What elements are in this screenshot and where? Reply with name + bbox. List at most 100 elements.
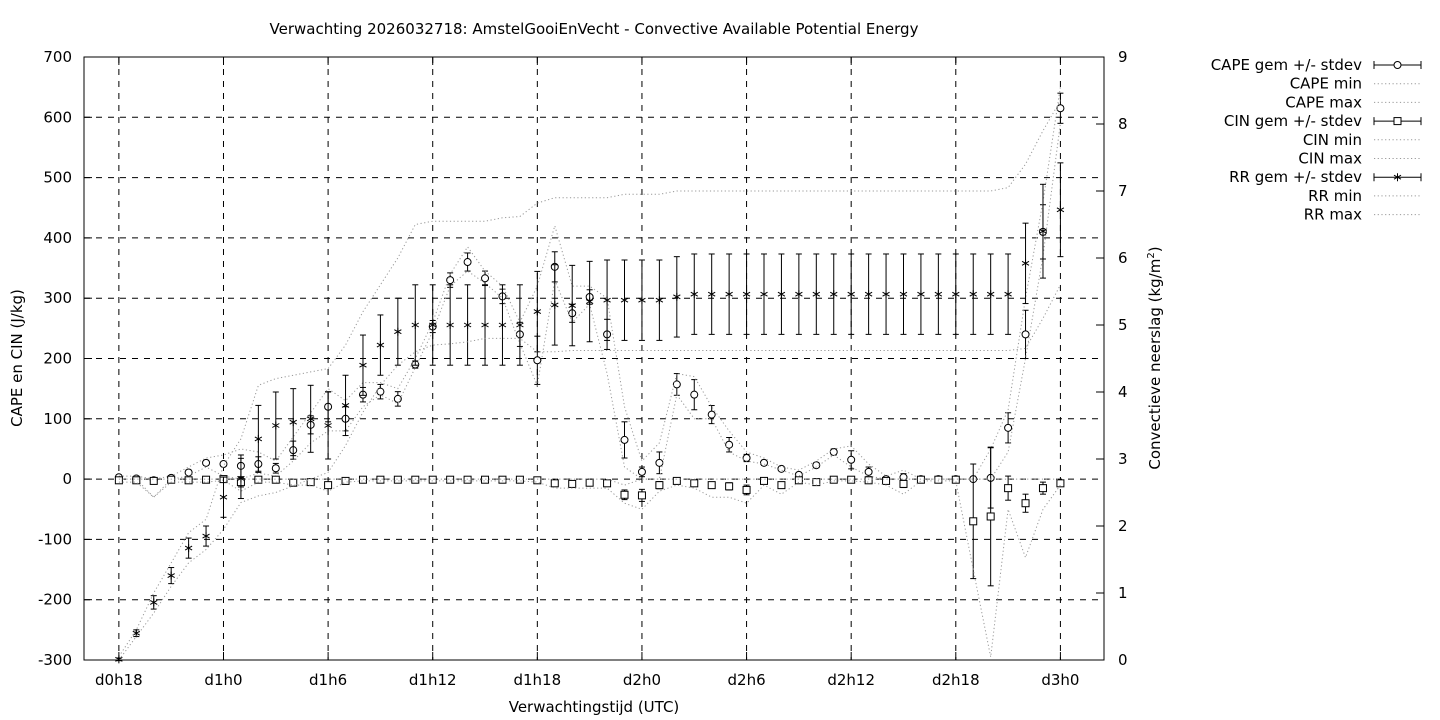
rr-gem-stdev-point: [969, 253, 977, 335]
cin-gem-stdev-point: [742, 484, 751, 496]
star-stroke: [306, 416, 315, 422]
cape-gem-stdev-marker: [202, 458, 211, 467]
y2-tick-label: 3: [1118, 450, 1128, 468]
legend-label: CAPE max: [1285, 93, 1362, 111]
rr-gem-stdev-point: [638, 259, 646, 341]
rr-gem-stdev-marker: [829, 290, 838, 299]
cape-gem-stdev-point: [1021, 309, 1030, 359]
cin-gem-stdev-point: [829, 475, 838, 484]
cin-gem-stdev-marker: [533, 476, 542, 485]
rr-gem-stdev-point: [934, 253, 943, 335]
star-stroke: [673, 294, 681, 300]
cin-gem-stdev-marker: [428, 475, 437, 484]
cin-gem-stdev-point: [254, 475, 263, 484]
rr-gem-stdev-marker: [551, 300, 559, 309]
y-tick-label: -100: [38, 530, 72, 548]
cape-gem-stdev-point: [481, 270, 490, 287]
rr-gem-stdev-marker: [237, 474, 245, 483]
cape-gem-stdev-point: [202, 458, 211, 467]
legend-item-cape-gem-stdev: CAPE gem +/- stdev: [1211, 56, 1422, 74]
cape-gem-stdev-point: [725, 436, 734, 453]
rr-gem-stdev-marker: [707, 290, 716, 299]
star-stroke: [707, 291, 716, 297]
cape-gem-stdev-marker: [725, 440, 734, 449]
legend-label: RR gem +/- stdev: [1229, 168, 1362, 186]
legend-label: CIN min: [1303, 131, 1362, 149]
rr-gem-stdev-point: [1039, 183, 1047, 279]
rr-gem-stdev-point: [272, 391, 280, 460]
legend-label: RR max: [1304, 206, 1362, 224]
y2-tick-label: 4: [1118, 383, 1128, 401]
rr-gem-stdev-marker: [411, 321, 420, 329]
rr-gem-stdev-point: [254, 404, 263, 473]
cape-gem-stdev-point: [672, 373, 681, 396]
rr-gem-stdev-point: [551, 264, 559, 346]
rr-gem-stdev-point: [324, 391, 332, 460]
legend-item-rr-gem-stdev: RR gem +/- stdev: [1229, 168, 1422, 186]
cin-gem-stdev-marker: [812, 478, 821, 487]
rr-gem-stdev-point: [917, 253, 925, 335]
cin-gem-stdev-point: [515, 475, 524, 484]
cin-gem-stdev-marker: [149, 476, 158, 485]
rr-gem-stdev-marker: [673, 292, 681, 301]
rr-gem-stdev-marker: [952, 290, 960, 299]
cin-gem-stdev-point: [725, 482, 734, 491]
cape-gem-stdev-marker: [672, 380, 681, 389]
y2-axis-label-sup: 2: [1146, 252, 1157, 258]
cin-gem-stdev-marker: [864, 476, 873, 485]
cin-gem-stdev-point: [812, 478, 821, 487]
rr-gem-stdev-marker: [1056, 205, 1065, 214]
cape-gem-stdev-marker: [1004, 423, 1013, 432]
cape-gem-stdev-point: [1056, 92, 1065, 124]
rr-gem-stdev-point: [1021, 222, 1030, 305]
cin-gem-stdev-marker: [254, 475, 263, 484]
cape-gem-stdev-marker: [864, 467, 873, 476]
rr-gem-stdev-marker: [899, 290, 908, 299]
cin-gem-stdev-point: [568, 479, 577, 488]
cape-gem-stdev-point: [393, 391, 402, 407]
cin-gem-stdev-marker: [376, 475, 385, 484]
cin-gem-stdev-point: [481, 475, 490, 484]
cape-gem-stdev-marker: [899, 473, 908, 482]
cape-gem-stdev-point: [620, 421, 629, 459]
cape-gem-stdev-marker: [655, 458, 664, 467]
legend-label: CAPE min: [1290, 75, 1362, 93]
rr-gem-stdev-point: [516, 284, 524, 366]
y2-tick-label: 0: [1118, 651, 1128, 669]
star-stroke: [411, 322, 420, 328]
star-stroke: [1021, 260, 1030, 266]
cin-gem-stdev-point: [376, 475, 385, 484]
rr-gem-stdev-point: [237, 457, 245, 500]
rr-gem-stdev-marker: [184, 544, 193, 553]
rr-gem-stdev-marker: [812, 290, 821, 299]
rr-gem-stdev-point: [359, 334, 367, 396]
rr-gem-stdev-point: [620, 259, 629, 341]
star-stroke: [272, 423, 280, 428]
cin-gem-stdev-marker: [620, 490, 629, 499]
star-stroke: [551, 302, 559, 308]
cin-gem-stdev-point: [1021, 493, 1030, 513]
cin-gem-stdev-marker: [637, 491, 646, 500]
legend-label: CIN gem +/- stdev: [1224, 112, 1362, 130]
axes: d0h18 d1h0 d1h6 d1h12 d1h18 d2h0 d2h6 d2h12 d2h1…: [38, 48, 1128, 689]
cin-gem-stdev-point: [847, 475, 856, 484]
star-stroke: [446, 322, 454, 328]
y2-axis-label: Convectieve neerslag (kg/m2): [1146, 246, 1164, 469]
cin-gem-stdev-point: [393, 475, 402, 484]
rr-gem-stdev-point: [952, 253, 960, 335]
rr-gem-stdev-marker: [1021, 259, 1030, 268]
cin-gem-stdev-marker: [951, 475, 960, 484]
star-stroke: [847, 291, 855, 297]
cin-gem-stdev-marker: [1004, 484, 1013, 493]
x-tick-label: d1h18: [513, 671, 561, 689]
cin-gem-stdev-point: [271, 475, 280, 484]
star-stroke: [463, 322, 472, 328]
cape-gem-stdev-point: [742, 453, 751, 463]
star-stroke: [533, 309, 542, 315]
star-stroke: [1004, 291, 1012, 297]
cape-gem-stdev-point: [271, 462, 280, 474]
cape-gem-stdev-marker: [481, 274, 490, 283]
star-stroke: [376, 342, 385, 348]
star-stroke: [202, 533, 210, 539]
rr-gem-stdev-marker: [428, 321, 437, 329]
